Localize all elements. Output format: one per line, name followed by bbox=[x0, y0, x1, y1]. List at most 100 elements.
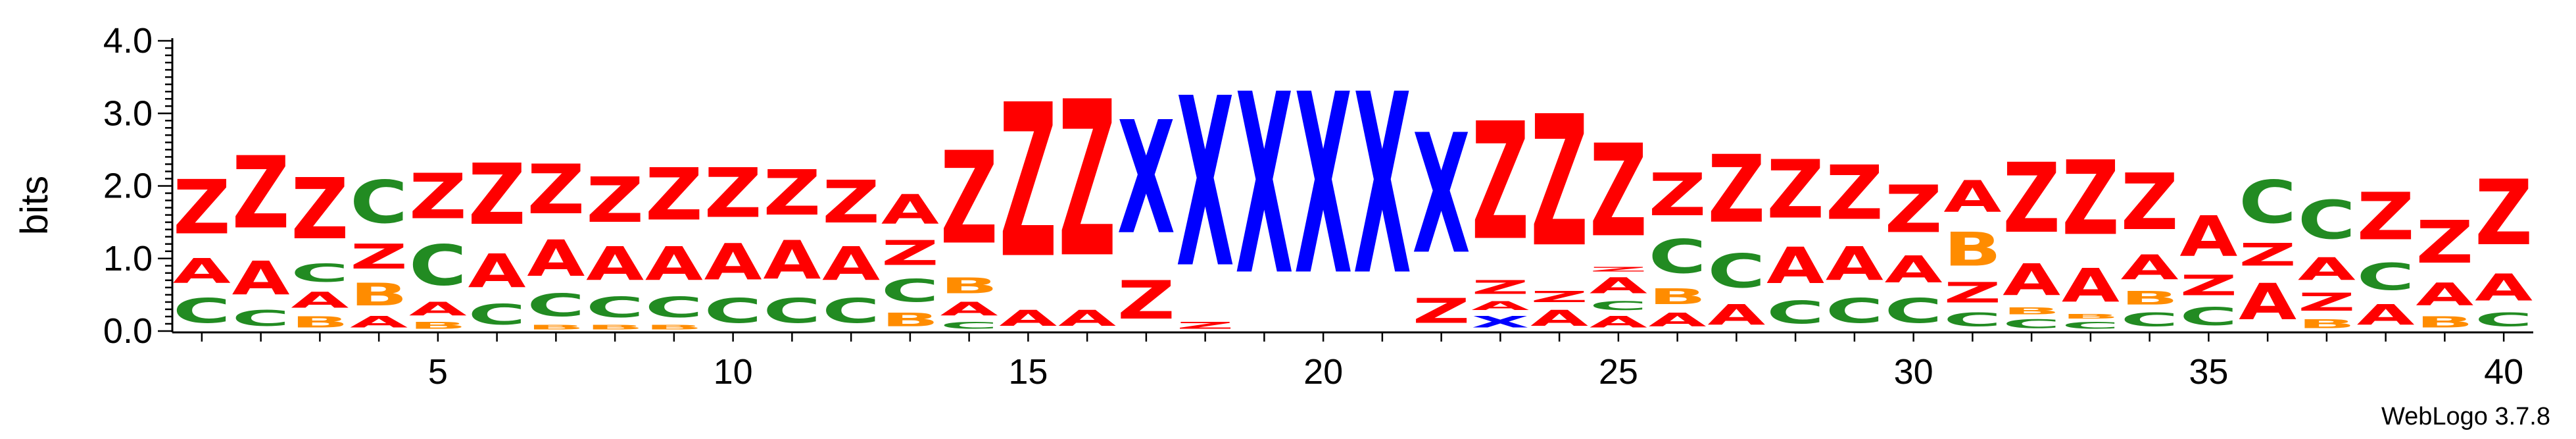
logo-letter-b: B bbox=[940, 273, 998, 298]
logo-letter-z: Z bbox=[2062, 140, 2120, 259]
logo-letter-b: B bbox=[1943, 222, 2001, 277]
x-tick-label: 30 bbox=[1894, 352, 1933, 392]
logo-letter-a: A bbox=[1707, 299, 1765, 331]
logo-letter-z: Z bbox=[468, 147, 526, 244]
logo-letter-z: Z bbox=[2298, 288, 2356, 317]
logo-column: CZA bbox=[2179, 204, 2237, 331]
logo-letter-c: C bbox=[350, 168, 408, 236]
logo-letter-z: Z bbox=[1766, 143, 1824, 237]
y-tick-label: 3.0 bbox=[103, 93, 153, 133]
logo-letter-a: A bbox=[822, 237, 880, 291]
logo-letter-z: Z bbox=[1590, 118, 1647, 266]
logo-letter-z: Z bbox=[999, 60, 1057, 305]
logo-letter-c: C bbox=[704, 291, 762, 331]
logo-letter-z: Z bbox=[2179, 270, 2237, 302]
y-axis: 0.0 1.0 2.0 3.0 4.0 bbox=[103, 21, 174, 351]
y-tick-label: 1.0 bbox=[103, 239, 153, 278]
logo-column: CAZ bbox=[704, 153, 762, 331]
logo-column: AZ bbox=[999, 60, 1057, 331]
logo-letter-x: X bbox=[1235, 41, 1293, 330]
logo-letter-a: A bbox=[527, 230, 585, 288]
logo-letter-z: Z bbox=[1590, 266, 1647, 273]
logo-letter-z: Z bbox=[350, 237, 408, 277]
logo-column: CAZ bbox=[1766, 143, 1824, 331]
logo-letter-z: Z bbox=[527, 149, 585, 229]
logo-letter-a: A bbox=[468, 244, 526, 298]
logo-letter-z: Z bbox=[1471, 276, 1529, 298]
logo-letter-c: C bbox=[1885, 291, 1943, 331]
logo-letter-b: B bbox=[2416, 313, 2473, 331]
logo-letter-c: C bbox=[409, 234, 467, 298]
logo-column: AZZ bbox=[1530, 78, 1588, 331]
logo-letter-a: A bbox=[704, 234, 762, 292]
logo-letter-c: C bbox=[1707, 245, 1765, 299]
credit-label: WebLogo 3.7.8 bbox=[2381, 403, 2550, 430]
logo-letter-c: C bbox=[468, 299, 526, 331]
logo-letter-a: A bbox=[2179, 204, 2237, 269]
y-tick-label: 0.0 bbox=[103, 311, 153, 351]
logo-letter-z: Z bbox=[704, 153, 762, 233]
logo-letter-c: C bbox=[291, 259, 349, 288]
logo-letter-c: C bbox=[881, 273, 939, 309]
logo-letter-x: X bbox=[1294, 41, 1352, 330]
logo-letter-a: A bbox=[173, 251, 231, 291]
logo-letter-a: A bbox=[232, 251, 290, 305]
logo-letter-z: Z bbox=[2357, 179, 2415, 255]
logo-letter-c: C bbox=[1649, 230, 1707, 284]
logo-letter-c: C bbox=[822, 291, 880, 331]
x-tick-label: 40 bbox=[2484, 352, 2523, 392]
logo-letter-b: B bbox=[2062, 313, 2120, 321]
logo-letter-c: C bbox=[586, 292, 644, 324]
logo-column: CAZ bbox=[1826, 149, 1883, 330]
logo-column: CAZ bbox=[232, 136, 290, 331]
logo-letter-a: A bbox=[2416, 276, 2473, 313]
x-tick-label: 5 bbox=[428, 352, 448, 392]
logo-letter-z: Z bbox=[2416, 209, 2473, 277]
logo-letter-c: C bbox=[527, 288, 585, 324]
logo-letter-c: C bbox=[2003, 317, 2060, 331]
logo-letter-b: B bbox=[881, 309, 939, 331]
logo-letter-a: A bbox=[940, 298, 998, 320]
logo-letter-z: Z bbox=[822, 168, 880, 237]
logo-letter-z: Z bbox=[2475, 161, 2533, 266]
logo-letter-b: B bbox=[2003, 306, 2060, 317]
logo-letter-b: B bbox=[409, 321, 467, 331]
logo-letter-z: Z bbox=[1826, 149, 1883, 236]
logo-letter-a: A bbox=[2003, 255, 2060, 306]
logo-letter-c: C bbox=[645, 292, 703, 324]
logo-letter-z: Z bbox=[232, 136, 290, 251]
logo-column: CAZ bbox=[468, 147, 526, 331]
y-tick-label: 4.0 bbox=[103, 21, 153, 61]
logo-column: ZX bbox=[1177, 48, 1234, 331]
logo-letter-c: C bbox=[2121, 309, 2179, 331]
logo-letter-a: A bbox=[1058, 305, 1116, 331]
logo-letter-c: C bbox=[232, 305, 290, 331]
logo-letter-z: Z bbox=[1058, 55, 1116, 305]
logo-column: AZC bbox=[2239, 168, 2297, 331]
logo-column: ZX bbox=[1413, 99, 1470, 331]
logo-letter-b: B bbox=[2121, 288, 2179, 309]
logo-column: ACZ bbox=[1707, 136, 1765, 331]
logo-letter-z: Z bbox=[291, 162, 349, 259]
logo-letter-b: B bbox=[291, 313, 349, 331]
logo-letter-c: C bbox=[2062, 321, 2120, 331]
logo-letter-c: C bbox=[2239, 168, 2297, 236]
logo-letter-z: Z bbox=[1530, 78, 1588, 287]
logo-letter-z: Z bbox=[2239, 237, 2297, 273]
x-tick-label: 15 bbox=[1008, 352, 1048, 392]
x-tick-label: 10 bbox=[714, 352, 753, 392]
logo-letter-z: Z bbox=[2121, 158, 2179, 248]
logo-column: ACZ bbox=[2357, 179, 2415, 331]
x-tick-label: 35 bbox=[2189, 352, 2228, 392]
logo-letter-c: C bbox=[2475, 309, 2533, 331]
logo-letter-z: Z bbox=[2003, 142, 2060, 255]
logo-letter-a: A bbox=[1766, 237, 1824, 295]
logo-letter-z: Z bbox=[409, 161, 467, 233]
